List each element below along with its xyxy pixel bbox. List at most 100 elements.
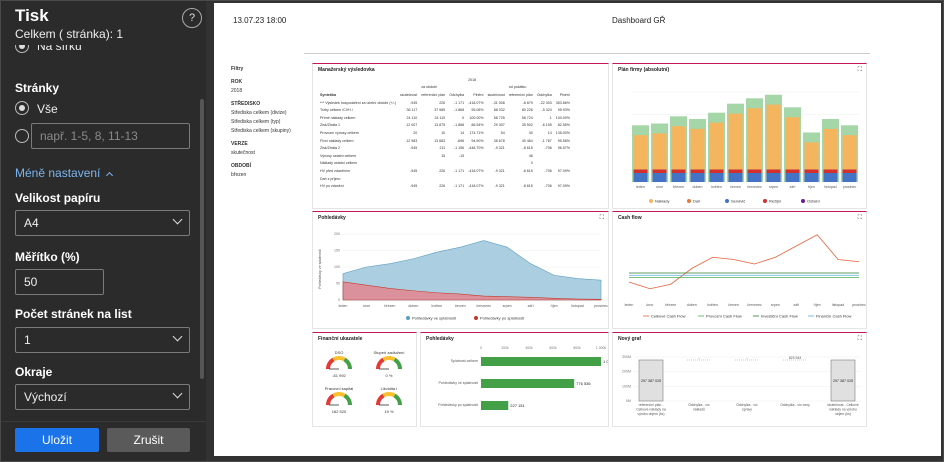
x-tick-label: květen [711,185,722,189]
plan-bar [747,173,762,182]
table-cell: -1 171 [453,100,465,105]
plan-bar [823,169,838,173]
plan-bar [690,128,705,170]
pages-range-input[interactable]: např. 1-5, 8, 11-13 [31,123,190,149]
plan-bar [690,173,705,182]
table-cell: 1 [549,115,552,120]
table-cell: 82.55% [557,123,570,128]
expand-icon[interactable]: ⛶ [599,215,604,221]
plan-bar [728,169,743,173]
legend-dot [649,199,653,203]
table-cell: -1 868 [453,108,465,113]
column-header: Plnění [559,92,570,97]
pages-label: Stránky [15,81,60,95]
table-row: Provozní výnosy celkem 20 10 14 174.71% 54 40 1… [318,129,572,137]
plan-bar [671,126,686,170]
sidebar-scrollbar[interactable] [200,99,204,379]
table-cell: -945 [410,168,418,173]
table-cell: 0 [530,161,533,166]
table-cell: Zisk/Ztráta 1 [320,123,340,128]
x-tick-label: listopad [832,303,844,307]
table-cell: 95.58% [557,138,570,143]
table-row: Daň z příjmu [318,175,572,183]
table-cell: -15 [458,153,465,158]
waterfall-chart: 300M 200M 100M 0M 297 387 025 referenční plán… [622,355,861,416]
plan-bar [842,135,857,170]
x-tick-label: únor [363,304,371,308]
x-tick-label: únor [656,185,664,189]
table-cell: -8 615 [522,168,533,173]
gauge-value: 0 % [386,373,393,378]
scale-input[interactable]: 50 [15,269,104,295]
table-cell: Fixní náklady celkem [320,138,354,143]
table-cell: -418.07% [468,168,484,173]
legend-label: Investiční Cash Flow [761,314,798,319]
x-tick-label: skutečnost - Celkové [827,403,859,407]
margins-value: Výchozí [24,390,67,404]
header-cell [419,76,447,84]
table-cell: 12 007 [406,123,418,128]
table-cell: 88 032 [493,108,505,113]
table-cell: HV po zdanění [320,184,344,189]
expand-icon[interactable]: ⛶ [857,215,862,221]
plan-bar [671,169,686,173]
plan-bar [671,173,686,182]
pages-all-radio[interactable] [15,101,29,115]
paper-size-select[interactable]: A4 [15,210,190,236]
filter-value: Střediska celkem (divize) [231,110,287,116]
gauge-arc [393,393,402,406]
chevron-down-icon [172,388,183,399]
x-tick-label: Odchylka - víc ceny [780,403,810,407]
table-cell [419,160,447,168]
filter-value: Střediska celkem (skupiny) [231,128,291,134]
table-row: *** Výsledek hospodaření za účetní obdob… [318,99,572,107]
expand-icon[interactable]: ⛶ [857,336,862,342]
x-tick-label: květen [432,304,443,308]
plan-bar [766,169,781,173]
panel-title: Pohledávky [426,336,454,342]
table-cell [398,152,419,160]
orientation-landscape-radio[interactable] [15,45,29,53]
plan-bar [842,169,857,173]
page-date: 13.07.23 18:00 [233,16,287,25]
legend-label: Daň [693,199,700,204]
table-row: Přímé náklady celkem 24 110 24 110 0 100.00%… [318,114,572,122]
table-cell: -706 [544,168,552,173]
save-button[interactable]: Uložit [15,428,99,452]
financial-indicators-panel: Finanční ukazatele DSO -61 992 Stupeň zadl… [312,332,417,427]
data-label: 297 387 025 [641,379,661,383]
x-tick-label: leden [339,304,348,308]
pages-per-sheet-select[interactable]: 1 [15,327,190,353]
management-report-table: 2018 za období od počátku Syntetika skutečno… [318,76,572,190]
dialog-footer: Uložit Zrušit [1,421,206,461]
plan-bar [747,169,762,173]
settings-scroll-area[interactable]: Na šířku Stránky Vše např. 1-5, 8, 11-13… [1,45,206,421]
table-cell: -945 [410,146,418,151]
table-cell [486,175,507,183]
x-tick-label: říjen [551,304,558,308]
cancel-button[interactable]: Zrušit [107,428,190,452]
table-cell [419,175,447,183]
table-cell: 38 678 [493,138,505,143]
gauge-title: Stupeň zadlužení [374,350,406,355]
header-cell [318,76,398,84]
scale-label: Měřítko (%) [15,250,80,264]
chevron-down-icon [172,331,183,342]
help-icon[interactable]: ? [182,8,202,28]
less-settings-link[interactable]: Méně nastavení [15,166,113,180]
y-tick-label: 200M [622,370,631,374]
expand-icon[interactable]: ⛶ [857,67,862,73]
gauge-title: Pracovní kapitál [325,386,354,391]
plan-bar [785,173,800,182]
legend-label: Ostatní [807,199,821,204]
table-cell: -8 615 [522,184,533,189]
filter-heading: VERZE [231,141,248,147]
table-cell: -418.07% [468,184,484,189]
margins-select[interactable]: Výchozí [15,384,190,410]
pages-range-radio[interactable] [15,129,29,143]
table-cell: -706 [544,184,552,189]
step-label: ... [698,356,701,360]
table-cell: -22 303 [539,100,552,105]
plan-bar [766,104,781,170]
